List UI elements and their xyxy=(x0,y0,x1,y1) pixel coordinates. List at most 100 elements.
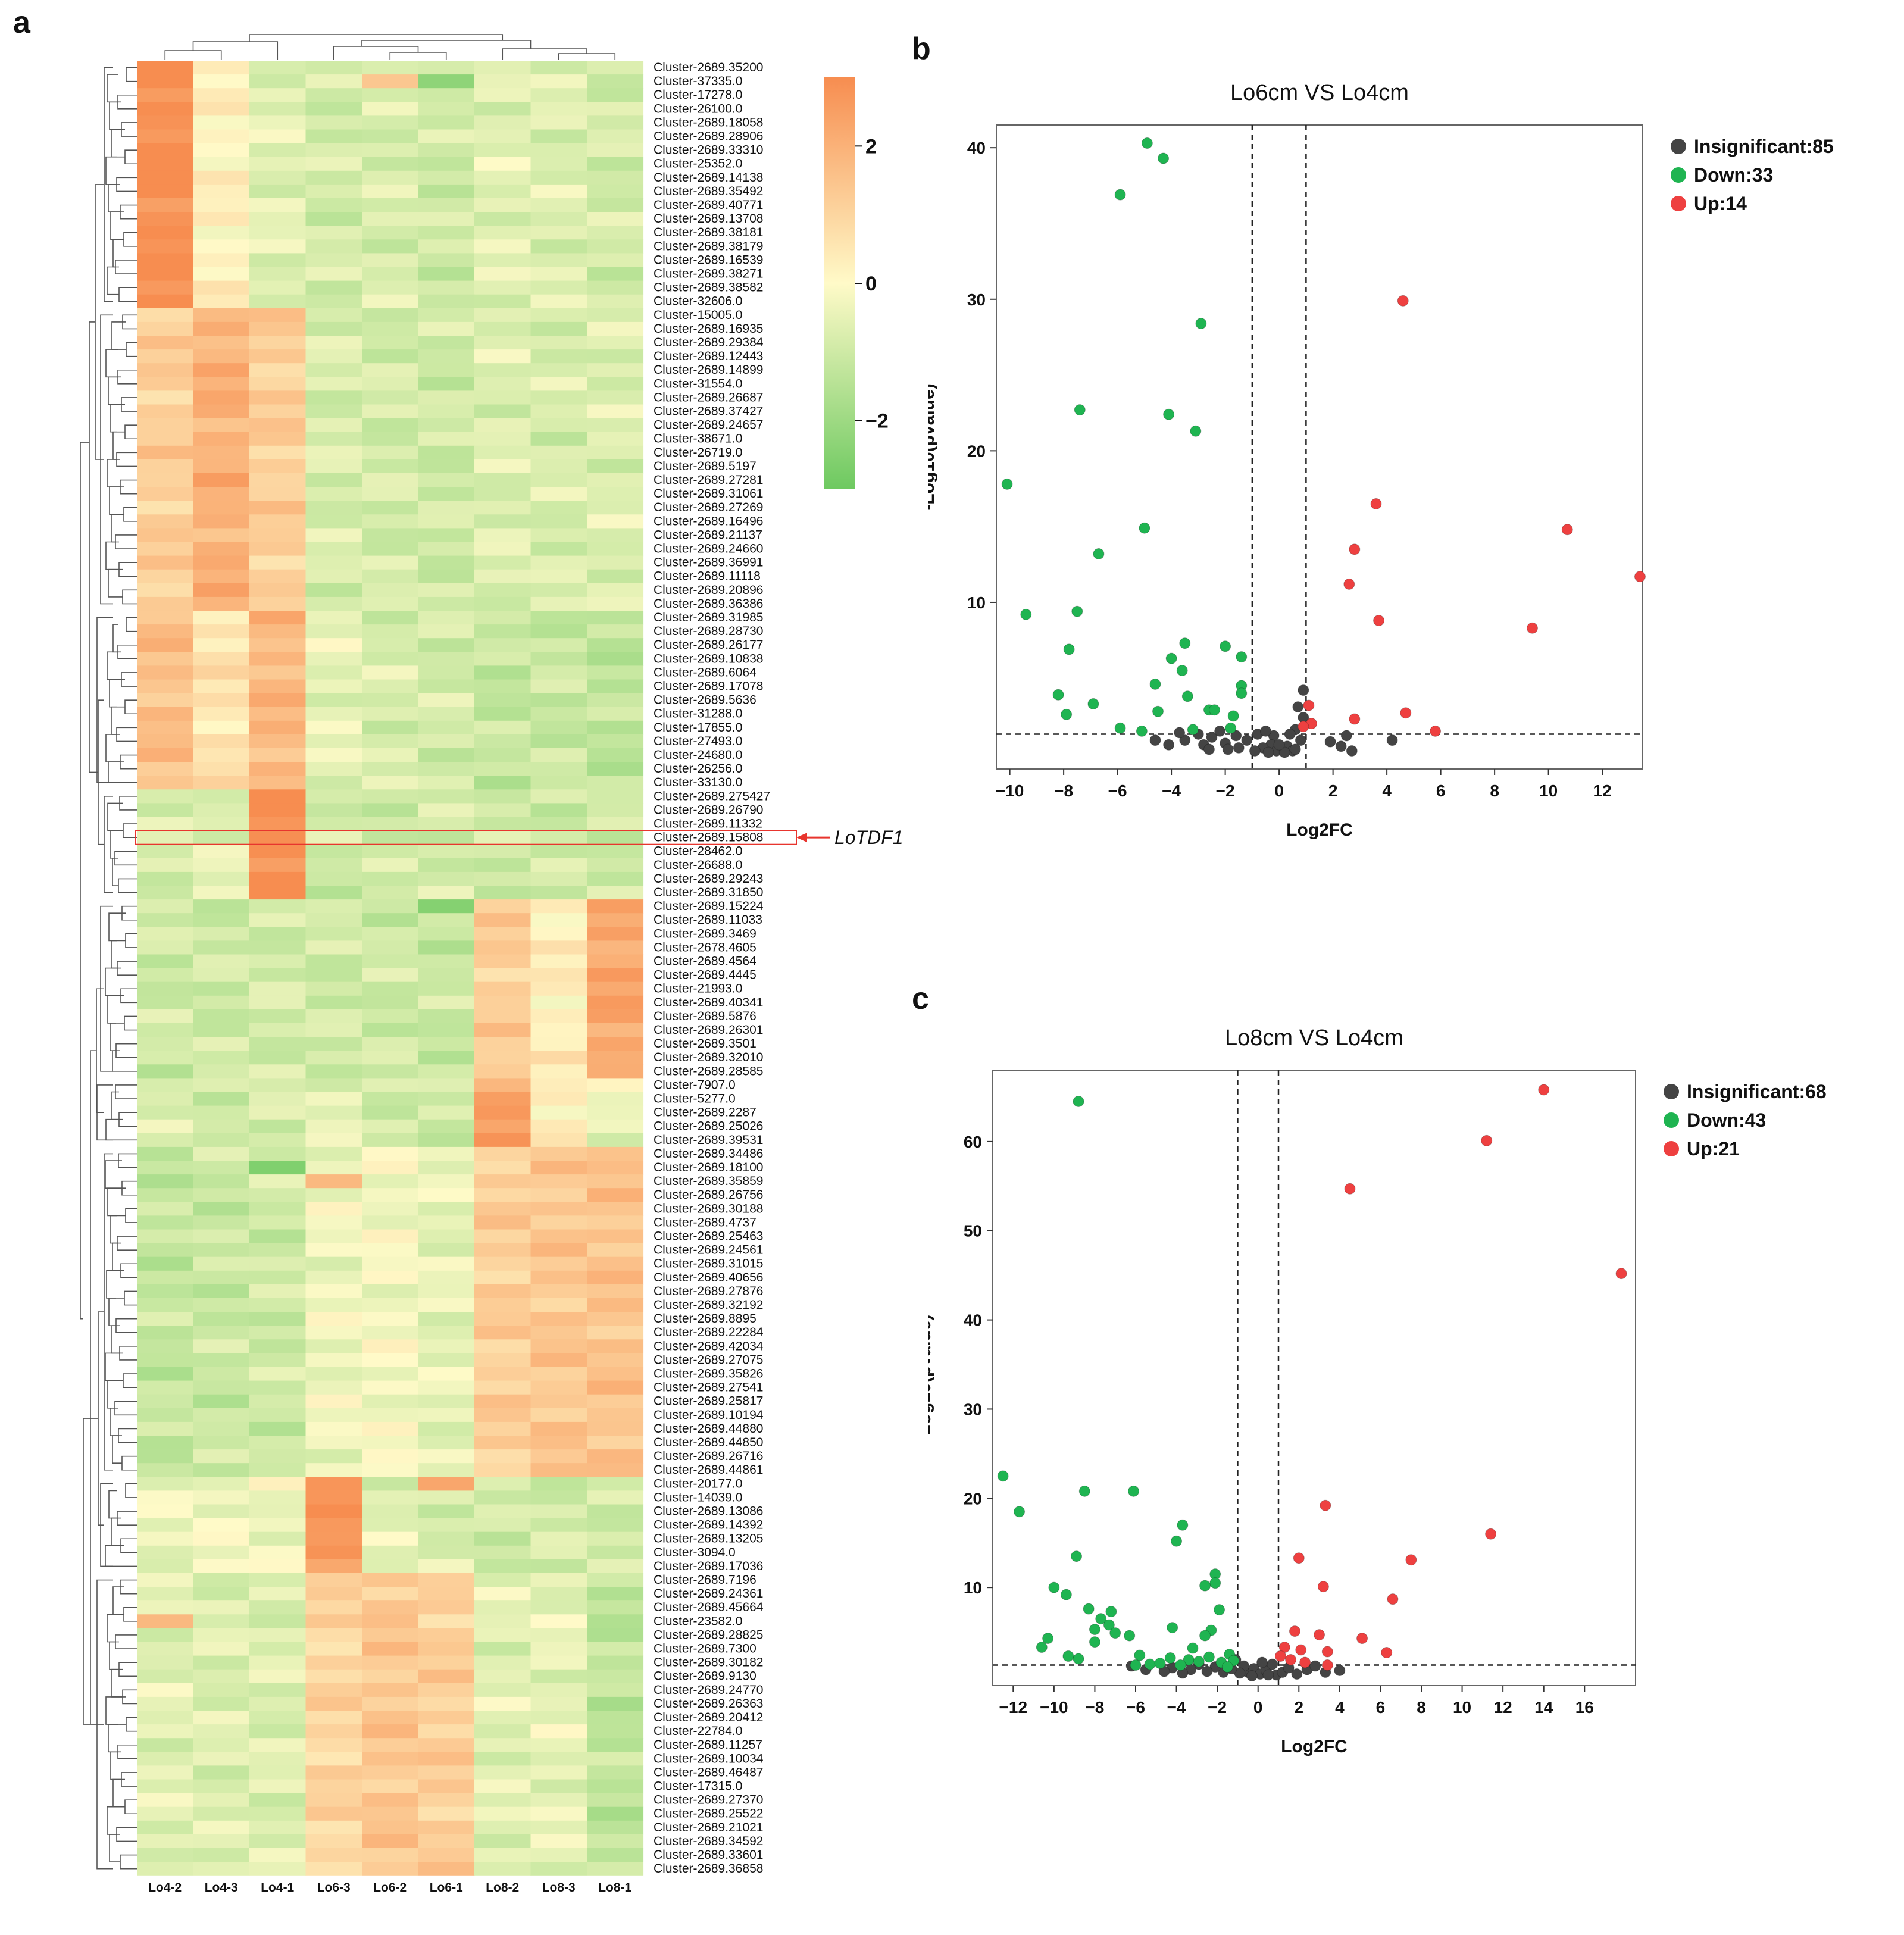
heatmap-cell xyxy=(193,1559,250,1574)
heatmap-cell xyxy=(305,1765,362,1780)
x-tick-label: 4 xyxy=(1382,781,1392,800)
heatmap-cell xyxy=(193,1188,250,1202)
heatmap-cell xyxy=(530,1078,587,1093)
point-insignificant xyxy=(1230,730,1242,742)
heatmap-cell xyxy=(362,363,419,377)
dendrogram-branch xyxy=(105,1696,126,1725)
dendrogram-branch xyxy=(333,46,419,60)
heatmap-cell xyxy=(193,1477,250,1491)
heatmap-cell xyxy=(530,501,587,515)
heatmap-cell xyxy=(193,638,250,652)
heatmap-cell xyxy=(474,308,532,323)
point-down xyxy=(1165,652,1177,664)
heatmap-cell xyxy=(137,596,194,611)
row-label: Cluster-38671.0 xyxy=(654,432,742,446)
heatmap-cell xyxy=(362,886,419,900)
heatmap-cell xyxy=(530,1793,587,1808)
heatmap-cell xyxy=(137,1312,194,1326)
heatmap-cell xyxy=(193,762,250,776)
heatmap-cell xyxy=(305,789,362,804)
x-tick-label: −4 xyxy=(1167,1698,1186,1717)
heatmap-cell xyxy=(193,583,250,598)
heatmap-cell xyxy=(418,1394,475,1409)
heatmap-cell xyxy=(193,830,250,845)
heatmap-cell xyxy=(362,1256,419,1271)
row-label: Cluster-2689.7300 xyxy=(654,1642,756,1656)
heatmap-cell xyxy=(193,1752,250,1766)
heatmap-cell xyxy=(362,968,419,983)
heatmap-cell xyxy=(362,1380,419,1395)
x-axis-label: Log2FC xyxy=(1286,820,1353,840)
row-label: Cluster-17855.0 xyxy=(654,721,742,734)
heatmap-cell xyxy=(362,1078,419,1093)
heatmap-cell xyxy=(249,184,307,199)
heatmap-cell xyxy=(474,679,532,694)
dendrogram-branch xyxy=(107,1187,126,1217)
heatmap-cell xyxy=(587,652,644,666)
point-down xyxy=(1136,725,1148,737)
heatmap-cell xyxy=(587,1188,644,1202)
heatmap-cell xyxy=(362,1738,419,1752)
heatmap-cell xyxy=(474,1490,532,1505)
heatmap-cell xyxy=(249,1752,307,1766)
heatmap-cell xyxy=(137,858,194,873)
heatmap-cell xyxy=(418,1174,475,1189)
row-label: Cluster-2689.24660 xyxy=(654,542,763,556)
heatmap-cell xyxy=(137,1064,194,1079)
heatmap-cell xyxy=(193,1367,250,1381)
heatmap-cell xyxy=(587,583,644,598)
heatmap-cell xyxy=(362,679,419,694)
heatmap-cell xyxy=(193,404,250,419)
heatmap-cell xyxy=(249,1394,307,1409)
dendrogram-branch xyxy=(90,1050,104,1725)
heatmap-cell xyxy=(305,1752,362,1766)
heatmap-cell xyxy=(362,198,419,212)
heatmap-cell xyxy=(193,1696,250,1711)
heatmap-cell xyxy=(362,1105,419,1120)
row-label: Cluster-2689.31985 xyxy=(654,611,763,624)
heatmap-cell xyxy=(418,871,475,886)
heatmap-cell xyxy=(193,968,250,983)
point-down xyxy=(1105,1606,1117,1618)
heatmap-cell xyxy=(193,1161,250,1175)
heatmap-cell xyxy=(249,899,307,914)
heatmap-cell xyxy=(474,542,532,557)
heatmap-cell xyxy=(137,1367,194,1381)
heatmap-cell xyxy=(249,61,307,75)
heatmap-cell xyxy=(362,776,419,790)
row-label: Cluster-28462.0 xyxy=(654,845,742,858)
dendrogram-branch xyxy=(110,1023,116,1051)
heatmap-cell xyxy=(305,1421,362,1436)
heatmap-cell xyxy=(137,226,194,240)
heatmap-cell xyxy=(193,886,250,900)
heatmap-cell xyxy=(305,1229,362,1244)
point-down xyxy=(1209,1577,1221,1589)
x-tick-label: 8 xyxy=(1490,781,1499,800)
heatmap-cell xyxy=(530,1146,587,1161)
heatmap-cell xyxy=(305,858,362,873)
heatmap-cell xyxy=(418,1326,475,1340)
heatmap-cell xyxy=(137,817,194,831)
heatmap-cell xyxy=(418,693,475,708)
heatmap-cell xyxy=(530,321,587,336)
heatmap-cell xyxy=(530,803,587,818)
row-label: Cluster-2689.44861 xyxy=(654,1463,763,1477)
heatmap-cell xyxy=(587,473,644,487)
heatmap-cell xyxy=(137,1490,194,1505)
heatmap-cell xyxy=(530,665,587,680)
heatmap-cell xyxy=(362,707,419,721)
point-down xyxy=(1181,690,1193,702)
heatmap-cell xyxy=(418,1188,475,1202)
heatmap-cell xyxy=(530,1202,587,1216)
heatmap-cell xyxy=(418,1463,475,1477)
heatmap-cell xyxy=(137,253,194,268)
heatmap-cell xyxy=(418,212,475,226)
heatmap-cell xyxy=(474,1270,532,1285)
dendrogram-branch xyxy=(112,1586,124,1615)
heatmap-cell xyxy=(474,1161,532,1175)
row-label: Cluster-2689.35859 xyxy=(654,1174,763,1188)
heatmap-cell xyxy=(474,1834,532,1849)
dendrogram-branch xyxy=(558,53,616,60)
heatmap-cell xyxy=(305,707,362,721)
heatmap-cell xyxy=(474,569,532,584)
